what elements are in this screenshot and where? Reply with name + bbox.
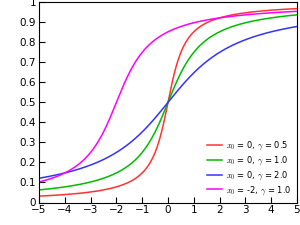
- $x_0$ = 0, $\gamma$ = 0.5: [262, 9, 266, 12]
- $x_0$ = 0, $\gamma$ = 1.0: [262, 18, 266, 20]
- Legend: $x_0$ = 0, $\gamma$ = 0.5, $x_0$ = 0, $\gamma$ = 1.0, $x_0$ = 0, $\gamma$ = 2.0,: $x_0$ = 0, $\gamma$ = 0.5, $x_0$ = 0, $\…: [206, 138, 293, 198]
- $x_0$ = 0, $\gamma$ = 2.0: [262, 32, 266, 35]
- $x_0$ = 0, $\gamma$ = 2.0: [147, 123, 151, 126]
- $x_0$ = 0, $\gamma$ = 2.0: [67, 171, 70, 173]
- $x_0$ = 0, $\gamma$ = 2.0: [82, 166, 85, 169]
- $x_0$ = 0, $\gamma$ = 0.5: [67, 193, 70, 196]
- $x_0$ = -2, $\gamma$ = 1.0: [37, 181, 41, 183]
- $x_0$ = 0, $\gamma$ = 2.0: [37, 177, 41, 180]
- $x_0$ = -2, $\gamma$ = 1.0: [136, 57, 140, 59]
- $x_0$ = 0, $\gamma$ = 1.0: [37, 189, 41, 191]
- $x_0$ = -2, $\gamma$ = 1.0: [147, 43, 151, 46]
- $x_0$ = 0, $\gamma$ = 1.0: [67, 185, 70, 188]
- $x_0$ = 0, $\gamma$ = 1.0: [147, 141, 151, 144]
- $x_0$ = 0, $\gamma$ = 0.5: [295, 7, 299, 10]
- $x_0$ = -2, $\gamma$ = 1.0: [67, 170, 70, 172]
- $x_0$ = 0, $\gamma$ = 0.5: [147, 163, 151, 166]
- $x_0$ = 0, $\gamma$ = 0.5: [136, 175, 140, 178]
- $x_0$ = 0, $\gamma$ = 0.5: [290, 7, 294, 10]
- $x_0$ = 0, $\gamma$ = 2.0: [295, 25, 299, 28]
- $x_0$ = 0, $\gamma$ = 1.0: [136, 156, 140, 159]
- $x_0$ = 0, $\gamma$ = 2.0: [290, 26, 294, 29]
- Line: $x_0$ = 0, $\gamma$ = 0.5: $x_0$ = 0, $\gamma$ = 0.5: [39, 9, 297, 196]
- $x_0$ = 0, $\gamma$ = 0.5: [37, 195, 41, 198]
- $x_0$ = 0, $\gamma$ = 1.0: [295, 14, 299, 16]
- $x_0$ = 0, $\gamma$ = 1.0: [290, 14, 294, 17]
- Line: $x_0$ = 0, $\gamma$ = 1.0: $x_0$ = 0, $\gamma$ = 1.0: [39, 15, 297, 190]
- $x_0$ = 0, $\gamma$ = 2.0: [136, 135, 140, 137]
- $x_0$ = 0, $\gamma$ = 1.0: [82, 182, 85, 185]
- Line: $x_0$ = 0, $\gamma$ = 2.0: $x_0$ = 0, $\gamma$ = 2.0: [39, 27, 297, 178]
- $x_0$ = -2, $\gamma$ = 1.0: [290, 10, 294, 13]
- $x_0$ = -2, $\gamma$ = 1.0: [262, 12, 266, 15]
- $x_0$ = -2, $\gamma$ = 1.0: [295, 10, 299, 13]
- Line: $x_0$ = -2, $\gamma$ = 1.0: $x_0$ = -2, $\gamma$ = 1.0: [39, 11, 297, 182]
- $x_0$ = 0, $\gamma$ = 0.5: [82, 191, 85, 194]
- $x_0$ = -2, $\gamma$ = 1.0: [82, 159, 85, 161]
